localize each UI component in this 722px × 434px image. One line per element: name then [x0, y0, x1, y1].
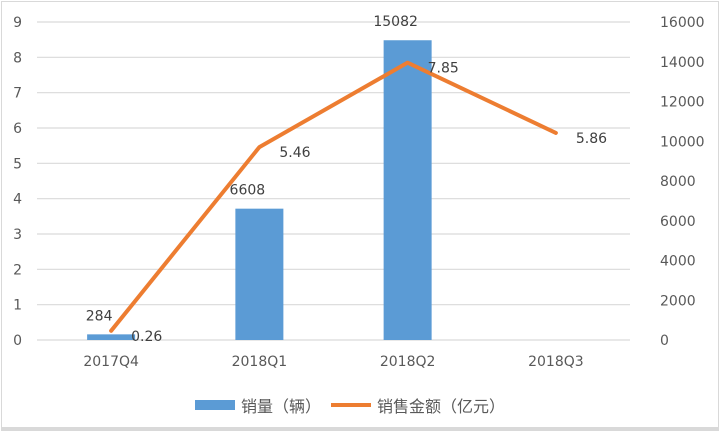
line-series: 0.26 5.46 7.85 5.86 [109, 60, 607, 345]
line-path[interactable] [109, 60, 558, 333]
legend-item-sales-volume[interactable]: 销量（辆） [195, 393, 321, 417]
legend-item-sales-amount[interactable]: 销售金额（亿元） [331, 393, 505, 417]
bar[interactable] [383, 40, 432, 341]
line-swatch-icon [331, 403, 372, 407]
left-axis-tick: 4 [13, 192, 22, 208]
bar[interactable] [87, 334, 136, 340]
gridlines [37, 21, 630, 341]
left-axis-tick: 3 [13, 227, 22, 243]
left-axis-ticks: 0 1 2 3 4 5 6 7 8 9 [13, 15, 22, 349]
left-axis-tick: 7 [13, 86, 22, 102]
right-axis-tick: 2000 [660, 293, 696, 309]
legend-label: 销量（辆） [241, 397, 322, 416]
left-axis-tick: 2 [13, 262, 22, 278]
left-axis-tick: 8 [13, 50, 22, 66]
x-axis-label: 2018Q2 [380, 354, 436, 370]
left-axis-tick: 1 [13, 298, 22, 314]
left-axis-tick: 5 [13, 156, 22, 172]
x-axis-label: 2017Q4 [83, 354, 139, 370]
left-axis-tick: 9 [13, 15, 22, 31]
right-axis-tick: 6000 [660, 214, 696, 230]
left-axis-tick: 6 [13, 121, 22, 137]
right-axis-tick: 14000 [660, 55, 705, 71]
x-axis-labels: 2017Q4 2018Q1 2018Q2 2018Q3 [83, 354, 583, 370]
bar-series: 284 6608 15082 [86, 14, 432, 341]
right-axis-tick: 12000 [660, 95, 705, 111]
line-data-label: 5.46 [279, 145, 310, 161]
bar-swatch-icon [195, 400, 235, 410]
bar-data-label: 6608 [230, 183, 266, 199]
line-data-label: 7.85 [428, 61, 459, 77]
right-axis-tick: 10000 [660, 134, 705, 150]
line-data-label: 0.26 [131, 329, 162, 345]
legend: 销量（辆） 销售金额（亿元） [195, 393, 515, 417]
legend-label: 销售金额（亿元） [377, 397, 506, 416]
bar[interactable] [235, 208, 284, 340]
right-axis-ticks: 0 2000 4000 6000 8000 10000 12000 14000 16000 [660, 15, 705, 349]
line-data-label: 5.86 [576, 131, 607, 147]
x-axis-label: 2018Q3 [528, 354, 584, 370]
bar-data-label: 15082 [373, 14, 418, 30]
x-axis-label: 2018Q1 [232, 354, 288, 370]
left-axis-tick: 0 [13, 333, 22, 349]
right-axis-tick: 4000 [660, 254, 696, 270]
right-axis-tick: 16000 [660, 15, 705, 31]
right-axis-tick: 0 [660, 333, 669, 349]
bar-data-label: 284 [86, 308, 113, 324]
right-axis-tick: 8000 [660, 174, 696, 190]
